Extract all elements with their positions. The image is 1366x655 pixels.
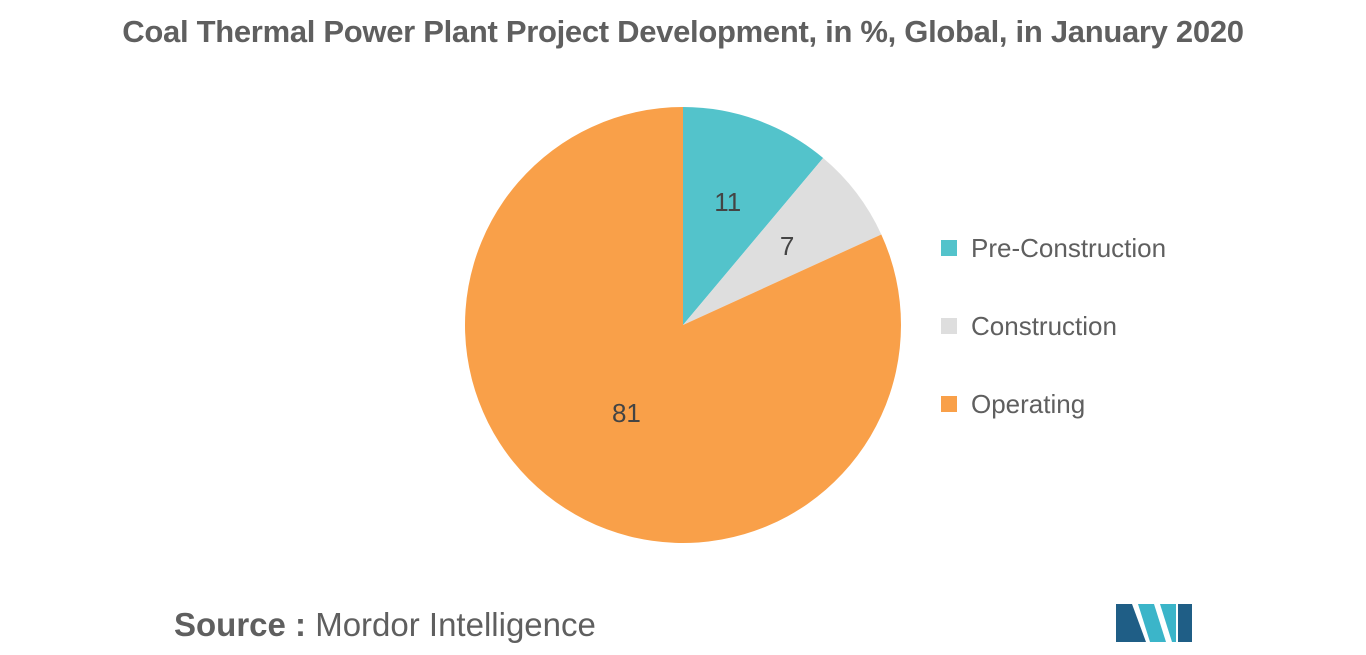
legend-item-operating: Operating bbox=[941, 384, 1166, 424]
legend-swatch-pre-construction bbox=[941, 240, 957, 256]
legend-item-construction: Construction bbox=[941, 306, 1166, 346]
legend-label-pre-construction: Pre-Construction bbox=[971, 232, 1167, 263]
source-label: Source : bbox=[174, 606, 307, 643]
pie-slice-construction bbox=[683, 158, 882, 325]
pie-slice-pre-construction bbox=[683, 107, 824, 325]
source-text: Mordor Intelligence bbox=[315, 606, 596, 643]
legend-swatch-operating bbox=[941, 396, 957, 412]
legend-label-construction: Construction bbox=[971, 310, 1117, 341]
logo-shape-mid bbox=[1138, 604, 1166, 642]
logo-shape-left bbox=[1116, 604, 1146, 642]
mordor-intelligence-logo bbox=[1116, 604, 1192, 642]
logo-shape-far-right bbox=[1178, 604, 1192, 642]
chart-legend: Pre-Construction Construction Operating bbox=[941, 228, 1166, 462]
pie-label-operating: 81 bbox=[612, 398, 641, 428]
pie-label-pre-construction: 11 bbox=[714, 187, 741, 217]
legend-item-pre-construction: Pre-Construction bbox=[941, 228, 1166, 268]
source-note: Source : Mordor Intelligence bbox=[174, 606, 596, 644]
logo-shape-right bbox=[1160, 604, 1176, 642]
pie-label-construction: 7 bbox=[780, 231, 794, 261]
legend-swatch-construction bbox=[941, 318, 957, 334]
pie-slice-operating bbox=[464, 107, 901, 543]
chart-title: Coal Thermal Power Plant Project Develop… bbox=[122, 14, 1244, 49]
legend-label-operating: Operating bbox=[971, 388, 1086, 419]
